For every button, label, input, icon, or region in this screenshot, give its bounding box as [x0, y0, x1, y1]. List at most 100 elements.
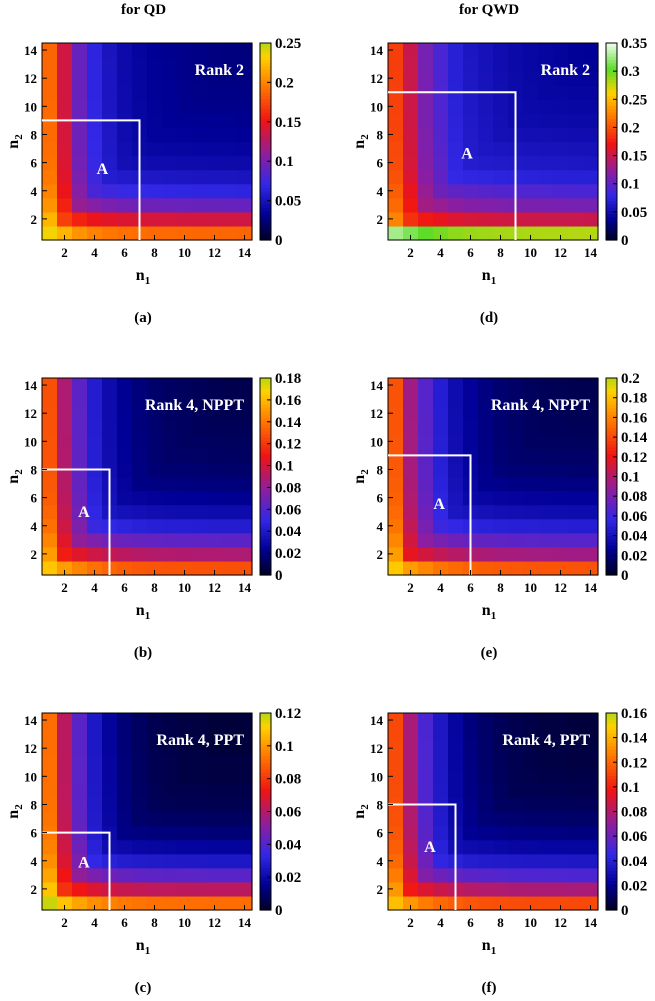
- heatmap-cell: [493, 504, 509, 520]
- heatmap-cell: [583, 155, 599, 171]
- heatmap-cell: [508, 71, 524, 86]
- x-axis-label: n1: [482, 267, 496, 287]
- heatmap-cell: [207, 211, 223, 227]
- heatmap-cell: [57, 420, 73, 435]
- colorbar-segment: [606, 509, 617, 514]
- heatmap-cell: [418, 895, 434, 911]
- heatmap-cell: [237, 769, 253, 784]
- colorbar-segment: [606, 400, 617, 405]
- heatmap-cell: [418, 71, 434, 86]
- heatmap-cell: [42, 71, 58, 86]
- colorbar-tick-label: 0.1: [275, 459, 294, 475]
- heatmap-cell: [237, 392, 253, 407]
- heatmap-cell: [388, 420, 404, 435]
- heatmap-cell: [478, 183, 494, 199]
- heatmap-cell: [403, 783, 419, 799]
- heatmap-cell: [132, 518, 148, 534]
- heatmap-cell: [523, 141, 539, 157]
- heatmap-cell: [237, 713, 253, 728]
- x-axis-label: n1: [136, 267, 150, 287]
- heatmap-cell: [117, 532, 133, 548]
- heatmap-cell: [508, 825, 524, 841]
- heatmap-cell: [72, 769, 88, 784]
- heatmap-cell: [493, 881, 509, 897]
- heatmap-cell: [508, 727, 524, 742]
- panel-tag: (c): [135, 980, 152, 996]
- colorbar-segment: [260, 781, 271, 786]
- heatmap-cell: [177, 895, 193, 911]
- heatmap-cell: [508, 560, 524, 576]
- x-tick-label: 6: [121, 245, 128, 260]
- heatmap-cell: [403, 741, 419, 756]
- heatmap-cell: [568, 71, 584, 86]
- heatmap-cell: [192, 155, 208, 171]
- heatmap-cell: [568, 839, 584, 855]
- colorbar-segment: [260, 821, 271, 826]
- colorbar-tick-label: 0.12: [275, 706, 301, 722]
- panel-tag: (a): [134, 310, 152, 326]
- heatmap-cell: [463, 881, 479, 897]
- heatmap-cell: [72, 392, 88, 407]
- colorbar-segment: [606, 69, 617, 74]
- heatmap-cell: [42, 169, 58, 185]
- heatmap-cell: [147, 755, 163, 770]
- heatmap-cell: [568, 141, 584, 157]
- heatmap-cell: [568, 867, 584, 883]
- colorbar-tick-label: 0.15: [275, 115, 301, 131]
- heatmap-cell: [237, 99, 253, 114]
- colorbar-segment: [260, 887, 271, 891]
- colorbar-segment: [606, 463, 617, 468]
- heatmap-cell: [448, 197, 464, 213]
- colorbar-segment: [606, 148, 617, 152]
- heatmap-cell: [57, 560, 73, 576]
- x-tick-label: 4: [437, 580, 444, 595]
- heatmap-cell: [478, 225, 494, 241]
- heatmap-cell: [523, 57, 539, 72]
- colorbar-segment: [260, 768, 271, 773]
- colorbar-segment: [606, 453, 617, 458]
- heatmap-cell: [207, 518, 223, 534]
- heatmap-cell: [42, 532, 58, 548]
- region-boundary: [42, 468, 111, 575]
- heatmap-cell: [117, 43, 133, 58]
- heatmap-cell: [478, 853, 494, 869]
- heatmap-cell: [117, 867, 133, 883]
- colorbar-segment: [606, 489, 617, 494]
- heatmap-cell: [478, 490, 494, 506]
- heatmap-cell: [463, 755, 479, 770]
- colorbar-segment: [606, 877, 617, 882]
- heatmap-cell: [162, 532, 178, 548]
- heatmap-cell: [463, 99, 479, 114]
- heatmap-cell: [478, 169, 494, 185]
- heatmap-cell: [102, 741, 118, 756]
- colorbar-segment: [606, 427, 617, 432]
- heatmap-cell: [42, 867, 58, 883]
- heatmap-cell: [147, 211, 163, 227]
- colorbar-segment: [606, 43, 617, 47]
- heatmap-cell: [147, 546, 163, 562]
- heatmap-cell: [87, 504, 103, 520]
- colorbar-segment: [260, 893, 271, 898]
- heatmap-cell: [538, 881, 554, 897]
- heatmap-cell: [538, 448, 554, 464]
- heatmap-cell: [418, 755, 434, 770]
- heatmap-cell: [42, 895, 58, 911]
- x-tick-label: 2: [61, 580, 68, 595]
- heatmap-cell: [57, 169, 73, 185]
- heatmap-cell: [162, 378, 178, 393]
- heatmap-cell: [523, 727, 539, 742]
- heatmap-cell: [132, 853, 148, 869]
- heatmap-cell: [72, 448, 88, 464]
- y-tick-label: 14: [370, 713, 384, 728]
- heatmap-cell: [403, 560, 419, 576]
- panel-tag: (e): [481, 645, 498, 661]
- heatmap-cell: [162, 490, 178, 506]
- heatmap-cell: [57, 392, 73, 407]
- heatmap-cell: [147, 183, 163, 199]
- heatmap-cell: [463, 867, 479, 883]
- colorbar-segment: [260, 453, 271, 458]
- heatmap-cell: [493, 867, 509, 883]
- heatmap-cell: [57, 713, 73, 728]
- heatmap-cell: [87, 560, 103, 576]
